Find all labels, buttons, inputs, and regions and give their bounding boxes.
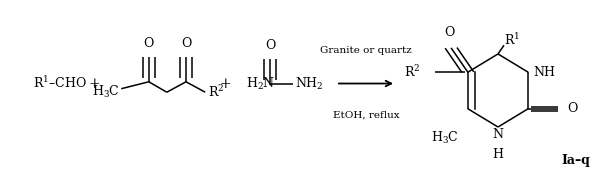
Text: Ia–q: Ia–q: [562, 154, 590, 167]
Text: O: O: [567, 102, 578, 115]
Text: +: +: [219, 77, 231, 90]
Text: $\mathregular{R^1}$–CHO: $\mathregular{R^1}$–CHO: [33, 76, 87, 92]
Text: Granite or quartz: Granite or quartz: [320, 46, 412, 55]
Text: $\mathregular{H_2N}$: $\mathregular{H_2N}$: [246, 76, 275, 92]
Text: $\mathregular{R^2}$: $\mathregular{R^2}$: [208, 84, 224, 100]
Text: EtOH, reflux: EtOH, reflux: [332, 110, 400, 119]
Text: O: O: [143, 37, 154, 50]
Text: $\mathregular{NH_2}$: $\mathregular{NH_2}$: [295, 76, 323, 92]
Text: N: N: [493, 128, 503, 141]
Text: $\mathregular{R^1}$: $\mathregular{R^1}$: [504, 32, 520, 48]
Text: O: O: [444, 26, 454, 39]
Text: H: H: [493, 148, 503, 161]
Text: $\mathregular{H_3C}$: $\mathregular{H_3C}$: [431, 130, 459, 146]
Text: +: +: [89, 77, 101, 90]
Text: O: O: [181, 37, 191, 50]
Text: $\mathregular{H_3C}$: $\mathregular{H_3C}$: [92, 84, 120, 100]
Text: O: O: [265, 39, 275, 52]
Text: NH: NH: [533, 66, 555, 79]
Text: $\mathregular{R^2}$: $\mathregular{R^2}$: [404, 64, 420, 80]
